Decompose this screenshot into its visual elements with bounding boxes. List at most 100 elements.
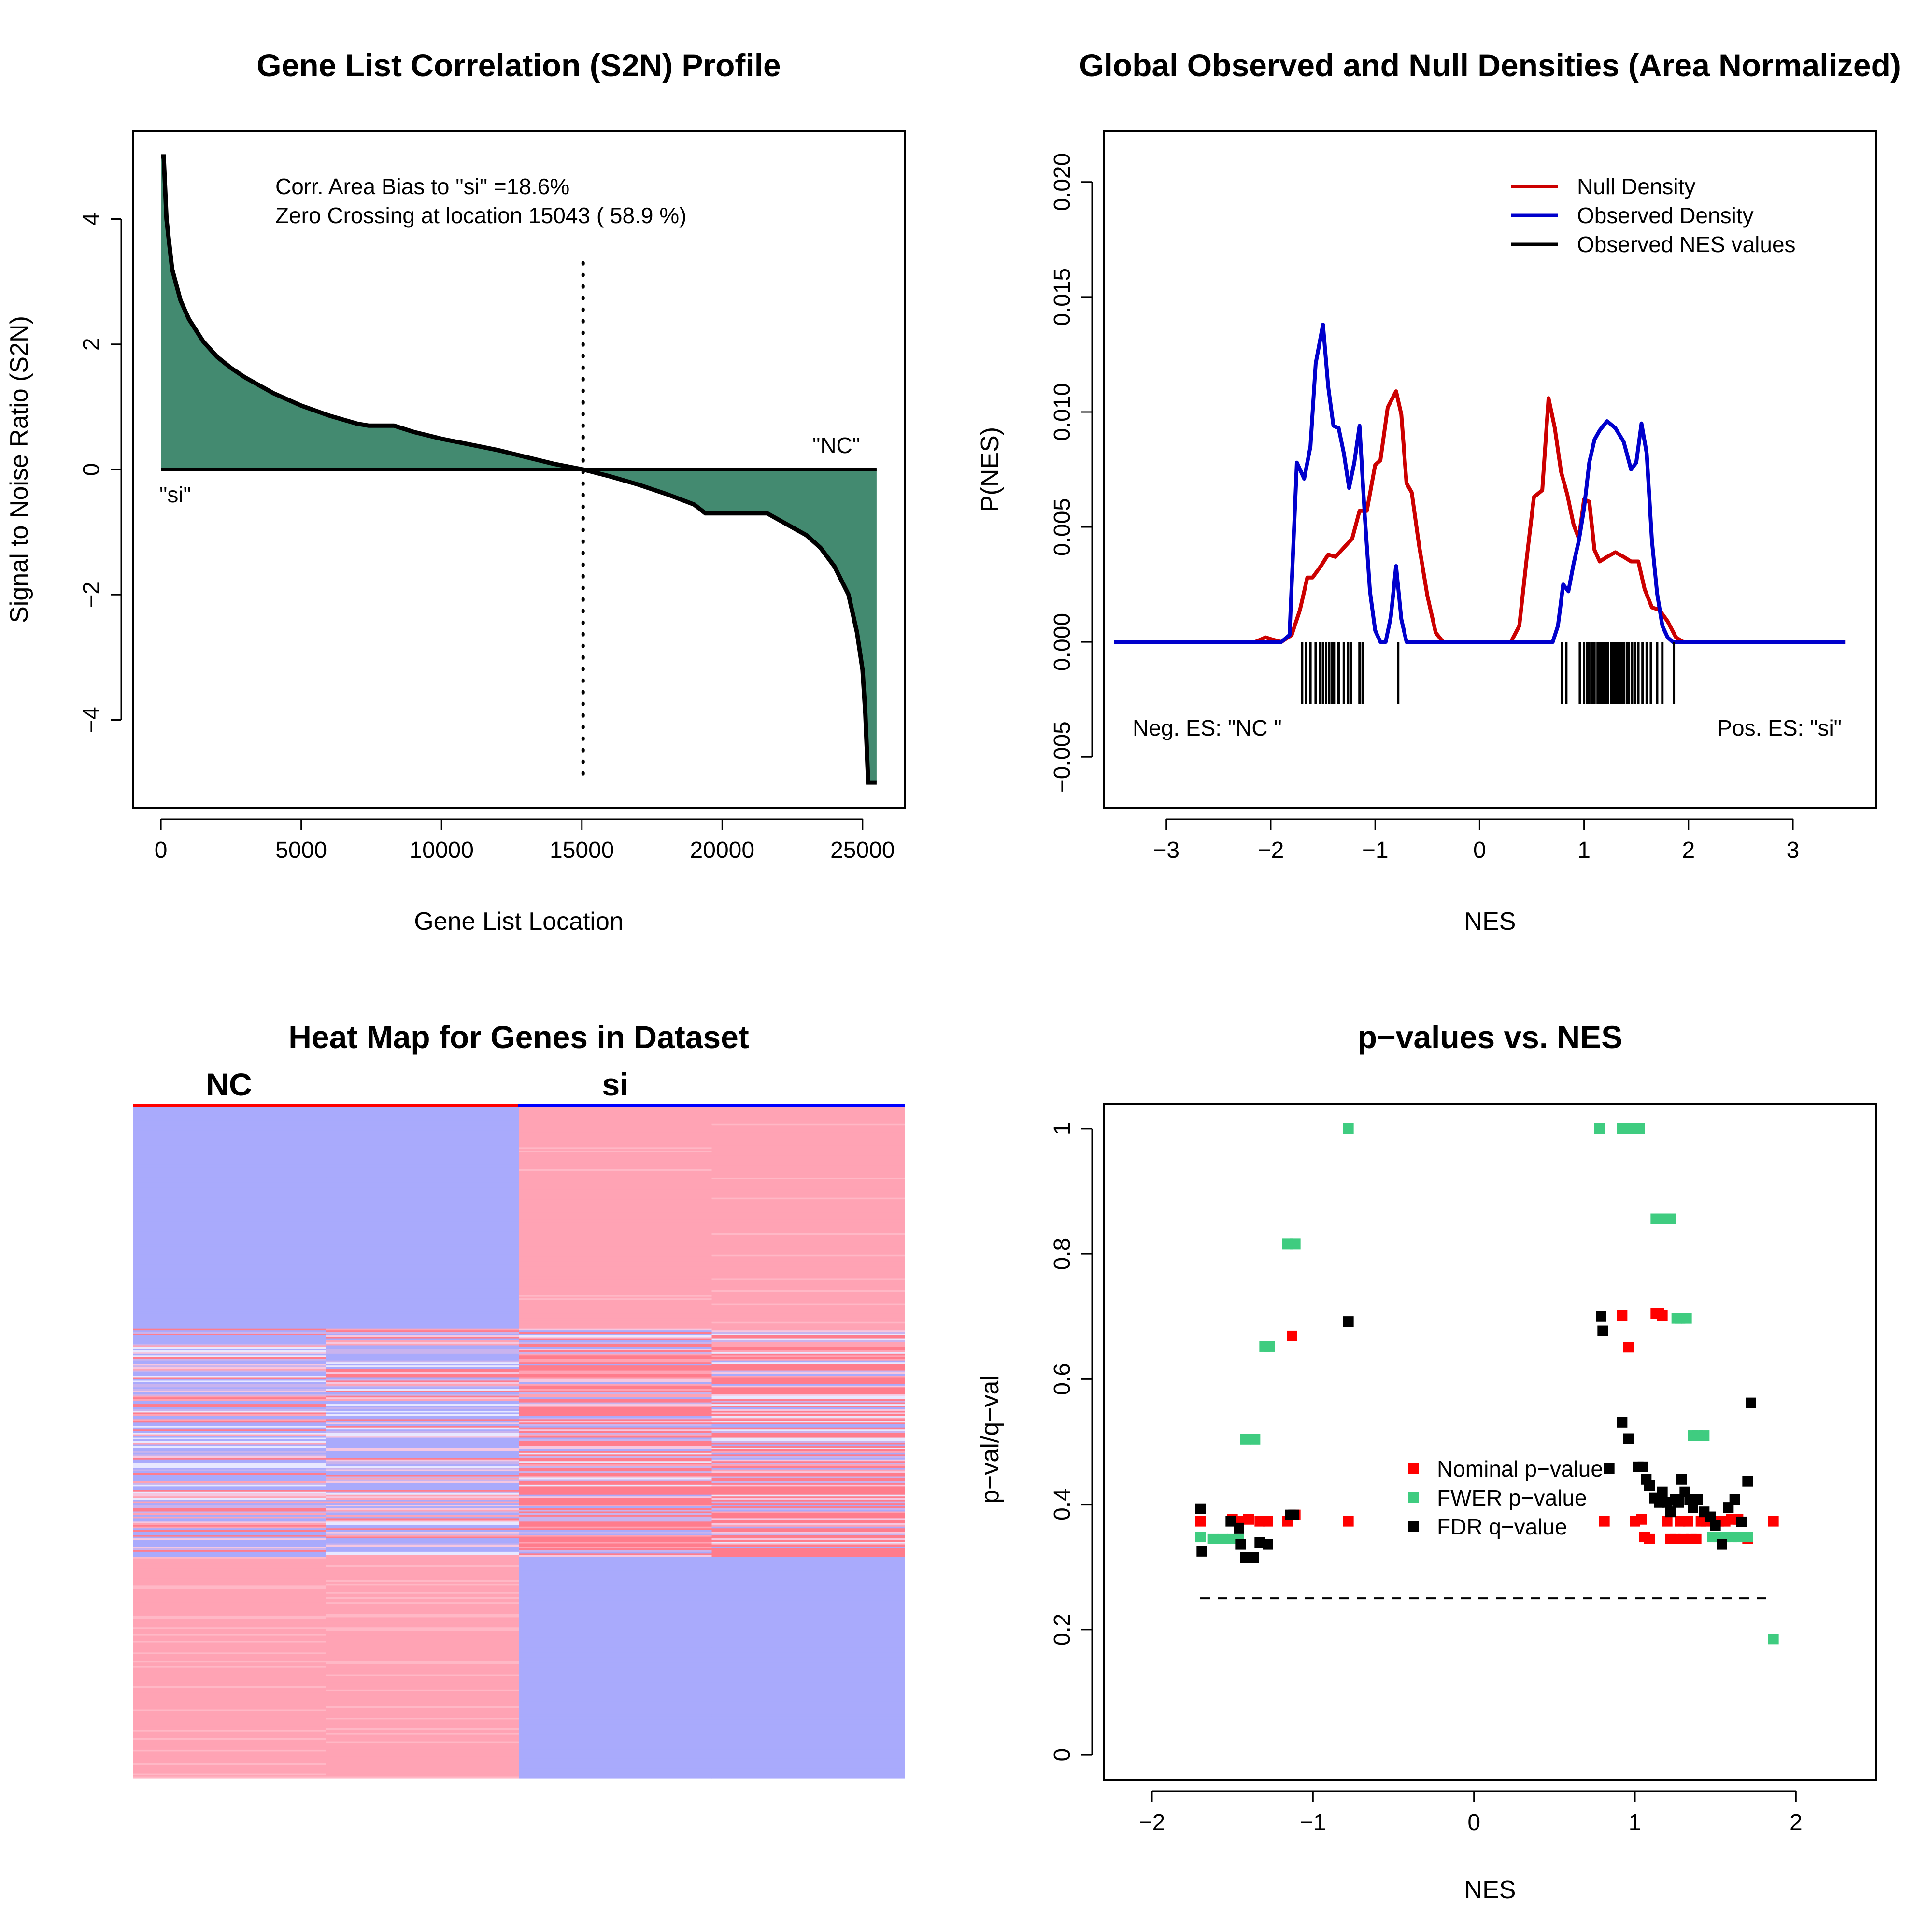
heatmap-cell bbox=[711, 1264, 905, 1267]
heatmap-cell bbox=[519, 1644, 712, 1647]
heatmap-cell bbox=[133, 1762, 327, 1764]
heatmap-cell bbox=[519, 1469, 712, 1472]
heatmap-cell bbox=[519, 1669, 712, 1672]
heatmap-cell bbox=[711, 1619, 905, 1621]
heatmap-cell bbox=[519, 1585, 712, 1588]
heatmap-cell bbox=[133, 1197, 327, 1200]
fdr-q-point bbox=[1235, 1539, 1246, 1550]
heatmap-cell bbox=[133, 1496, 327, 1499]
heatmap-cell bbox=[133, 1338, 327, 1341]
heatmap-cell bbox=[133, 1464, 327, 1467]
heatmap-cell bbox=[711, 1572, 905, 1574]
heatmap-cell bbox=[711, 1374, 905, 1376]
heatmap-cell bbox=[711, 1268, 905, 1270]
heatmap-cell bbox=[326, 1263, 519, 1265]
heatmap-cell bbox=[519, 1705, 712, 1707]
heatmap-cell bbox=[519, 1578, 712, 1581]
heatmap-cell bbox=[519, 1758, 712, 1761]
heatmap-cell bbox=[326, 1692, 519, 1695]
heatmap-cell bbox=[133, 1483, 327, 1485]
heatmap-cell bbox=[711, 1481, 905, 1483]
heatmap-cell bbox=[711, 1525, 905, 1527]
fwer-p-point bbox=[1282, 1238, 1293, 1250]
density-panel: Global Observed and Null Densities (Area… bbox=[976, 47, 1901, 936]
heatmap-cell bbox=[519, 1313, 712, 1316]
heatmap-cell bbox=[711, 1164, 905, 1166]
heatmap-cell bbox=[326, 1248, 519, 1250]
heatmap-cell bbox=[519, 1679, 712, 1682]
heatmap-cell bbox=[519, 1540, 712, 1542]
heatmap-cell bbox=[711, 1583, 905, 1586]
heatmap-cell bbox=[133, 1578, 327, 1581]
heatmap-cell bbox=[519, 1488, 712, 1490]
heatmap-cell bbox=[519, 1292, 712, 1294]
heatmap-cell bbox=[711, 1627, 905, 1630]
heatmap-cell bbox=[711, 1313, 905, 1316]
heatmap-cell bbox=[711, 1349, 905, 1351]
heatmap-cell bbox=[133, 1773, 327, 1776]
heatmap-cell bbox=[133, 1713, 327, 1715]
heatmap-cell bbox=[133, 1746, 327, 1749]
heatmap-cell bbox=[133, 1340, 327, 1343]
heatmap-cell bbox=[326, 1303, 519, 1306]
heatmap-cell bbox=[519, 1285, 712, 1287]
heatmap-cell bbox=[133, 1709, 327, 1712]
heatmap-cell bbox=[326, 1627, 519, 1630]
pvalues-x-tick-label: 1 bbox=[1629, 1810, 1642, 1835]
heatmap-cell bbox=[326, 1749, 519, 1752]
heatmap-cell bbox=[326, 1380, 519, 1383]
heatmap-cell bbox=[326, 1140, 519, 1143]
heatmap-cell bbox=[326, 1147, 519, 1150]
heatmap-cell bbox=[519, 1342, 712, 1344]
heatmap-cell bbox=[326, 1155, 519, 1158]
heatmap-cell bbox=[711, 1305, 905, 1307]
heatmap-cell bbox=[133, 1199, 327, 1202]
heatmap-cell bbox=[133, 1652, 327, 1655]
heatmap-cell bbox=[133, 1560, 327, 1563]
heatmap-cell bbox=[133, 1377, 327, 1379]
heatmap-cell bbox=[711, 1545, 905, 1548]
heatmap-cell bbox=[519, 1646, 712, 1648]
heatmap-cell bbox=[326, 1595, 519, 1598]
heatmap-cell bbox=[711, 1125, 905, 1128]
heatmap-cell bbox=[519, 1268, 712, 1270]
legend-nominal-label: Nominal p−value bbox=[1437, 1456, 1603, 1481]
heatmap-cell bbox=[326, 1649, 519, 1651]
heatmap-cell bbox=[711, 1721, 905, 1723]
heatmap-cell bbox=[133, 1328, 327, 1331]
heatmap-cell bbox=[326, 1328, 519, 1331]
heatmap-cell bbox=[326, 1597, 519, 1599]
heatmap-cell bbox=[519, 1236, 712, 1238]
heatmap-cell bbox=[326, 1443, 519, 1445]
heatmap-cell bbox=[519, 1179, 712, 1181]
fdr-q-point bbox=[1225, 1516, 1236, 1527]
heatmap-cell bbox=[519, 1385, 712, 1388]
heatmap-cell bbox=[519, 1567, 712, 1569]
heatmap-cell bbox=[519, 1631, 712, 1633]
heatmap-cell bbox=[326, 1334, 519, 1336]
heatmap-cell bbox=[711, 1365, 905, 1368]
heatmap-cell bbox=[133, 1582, 327, 1584]
heatmap-cell bbox=[711, 1533, 905, 1535]
heatmap-cell bbox=[326, 1171, 519, 1173]
heatmap-cell bbox=[519, 1689, 712, 1691]
heatmap-cell bbox=[711, 1535, 905, 1537]
heatmap-cell bbox=[326, 1684, 519, 1687]
heatmap-cell bbox=[133, 1763, 327, 1765]
heatmap-cell bbox=[519, 1501, 712, 1504]
heatmap-cell bbox=[133, 1703, 327, 1705]
heatmap-cell bbox=[711, 1112, 905, 1114]
fdr-q-point bbox=[1644, 1480, 1655, 1491]
s2n-label-si: "si" bbox=[159, 482, 191, 507]
pvalues-y-tick-label: 1 bbox=[1050, 1122, 1075, 1136]
heatmap-cell bbox=[711, 1506, 905, 1509]
heatmap-cell bbox=[133, 1548, 327, 1550]
heatmap-cell bbox=[519, 1395, 712, 1398]
heatmap-cell bbox=[711, 1669, 905, 1672]
heatmap-cell bbox=[519, 1677, 712, 1680]
heatmap-cell bbox=[326, 1110, 519, 1113]
heatmap-cell bbox=[326, 1424, 519, 1426]
heatmap-cell bbox=[711, 1711, 905, 1714]
heatmap-cell bbox=[711, 1508, 905, 1510]
heatmap-cell bbox=[711, 1770, 905, 1772]
